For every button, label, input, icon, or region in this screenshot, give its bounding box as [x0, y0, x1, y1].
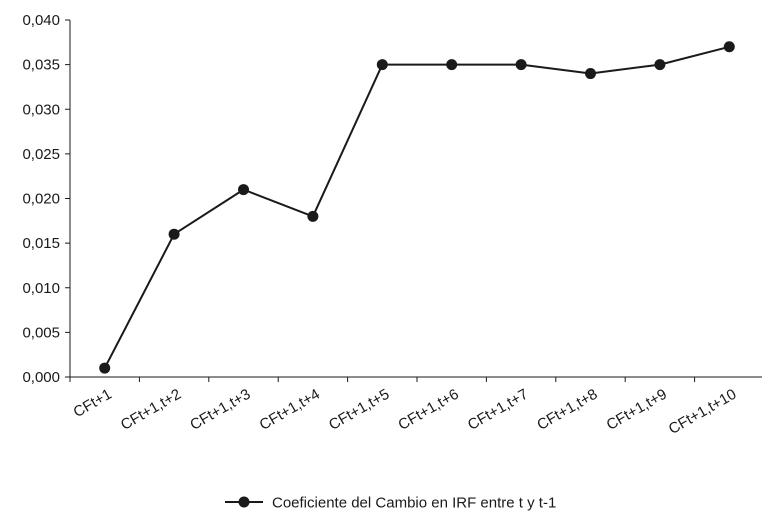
data-point [446, 59, 458, 71]
y-tick-label: 0,040 [22, 12, 60, 29]
y-tick-label: 0,030 [22, 101, 60, 118]
y-tick-label: 0,035 [22, 57, 60, 74]
y-tick-label: 0,020 [22, 191, 60, 208]
y-tick-label: 0,000 [22, 369, 60, 386]
y-axis: 0,000 0,005 0,010 0,015 0,020 0,025 0,030 0,035… [22, 12, 71, 386]
data-point [168, 228, 180, 240]
x-axis: CFt+1 CFt+1,t+2 CFt+1,t+3 CFt+1,t+4 CFt+1,t+… [69, 376, 762, 438]
x-tick-label: CFt+1,t+9 [604, 386, 670, 434]
data-point [723, 41, 735, 53]
y-tick-label: 0,005 [22, 324, 60, 341]
y-tick-label: 0,010 [22, 280, 60, 297]
data-point [99, 362, 111, 374]
data-point [654, 59, 666, 71]
x-tick-label: CFt+1,t+6 [395, 386, 461, 434]
x-tick-label: CFt+1,t+8 [534, 386, 600, 434]
x-tick-label: CFt+1,t+10 [666, 386, 739, 438]
y-tick-label: 0,015 [22, 235, 60, 252]
x-tick-label: CFt+1 [70, 386, 114, 421]
data-point [238, 184, 249, 196]
data-point [585, 68, 596, 80]
series-line [103, 45, 730, 369]
legend: Coeficiente del Cambio en IRF entre t y … [225, 495, 556, 511]
legend-point-marker [238, 496, 250, 508]
x-tick-label: CFt+1,t+4 [257, 386, 323, 434]
series-layer [99, 41, 735, 374]
y-tick-label: 0,025 [22, 146, 60, 163]
x-tick-label: CFt+1,t+7 [465, 386, 531, 434]
data-point [376, 59, 388, 71]
legend-label: Coeficiente del Cambio en IRF entre t y … [272, 495, 556, 511]
data-point [307, 210, 319, 222]
x-tick-label: CFt+1,t+2 [118, 386, 184, 434]
x-tick-label: CFt+1,t+5 [326, 386, 392, 434]
x-tick-label: CFt+1,t+3 [187, 386, 253, 434]
data-point [515, 59, 527, 71]
